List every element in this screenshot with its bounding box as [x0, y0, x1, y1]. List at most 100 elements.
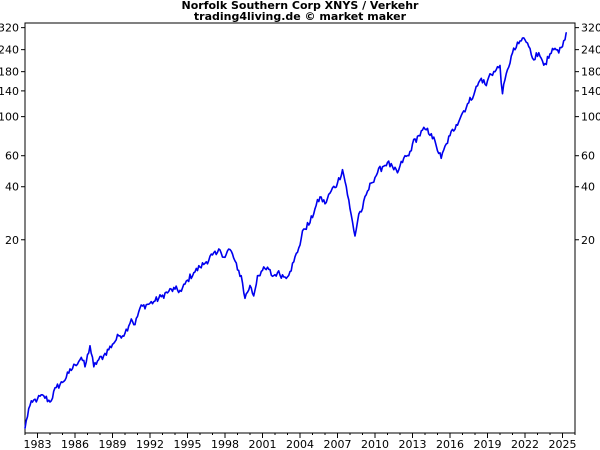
data-point: [244, 297, 246, 299]
data-point: [370, 182, 372, 184]
data-point: [424, 128, 426, 130]
data-point: [558, 52, 560, 54]
data-point: [330, 190, 332, 192]
data-point: [376, 172, 379, 174]
data-point: [499, 64, 501, 67]
data-point: [430, 133, 432, 135]
data-point: [289, 271, 291, 273]
data-point: [134, 324, 136, 326]
x-tick-label-2004: 2004: [286, 438, 314, 450]
data-point: [501, 93, 504, 95]
data-point: [345, 186, 347, 188]
data-point: [449, 135, 451, 137]
data-point: [231, 253, 234, 255]
data-point: [435, 145, 437, 147]
data-point: [236, 269, 239, 271]
y-tick-label-right-240: 240: [581, 44, 600, 57]
data-point: [298, 247, 300, 249]
chart-subtitle: trading4living.de © market maker: [193, 10, 407, 23]
data-point: [219, 249, 221, 251]
data-point: [43, 395, 45, 397]
data-point: [474, 90, 476, 92]
data-point: [324, 203, 326, 205]
data-point: [553, 49, 555, 51]
data-point: [276, 272, 279, 274]
data-point: [565, 31, 567, 34]
data-point: [199, 266, 201, 268]
data-point: [293, 261, 295, 263]
data-point: [180, 290, 182, 292]
x-tick-label-2001: 2001: [249, 438, 277, 450]
data-point: [61, 381, 64, 383]
data-point: [511, 52, 514, 54]
data-point: [93, 366, 95, 368]
x-tick-label-1998: 1998: [211, 438, 239, 450]
data-point: [535, 52, 537, 54]
data-point: [408, 155, 410, 157]
data-point: [494, 71, 496, 73]
data-point: [533, 59, 535, 61]
data-point: [49, 401, 51, 403]
data-point: [341, 169, 344, 171]
data-point: [130, 318, 132, 320]
data-point: [261, 269, 264, 271]
data-point: [544, 63, 546, 65]
y-tick-label-left-40: 40: [5, 181, 19, 194]
data-point: [96, 360, 99, 362]
data-point: [523, 37, 525, 39]
data-point: [284, 276, 286, 278]
data-point: [411, 143, 414, 145]
data-point: [489, 73, 491, 75]
y-tick-label-right-140: 140: [581, 85, 600, 98]
data-point: [349, 208, 351, 210]
data-point: [468, 102, 470, 104]
price-series-line: [24, 32, 567, 429]
data-point: [193, 272, 195, 274]
chart-title: Norfolk Southern Corp XNYS / Verkehr: [181, 0, 419, 12]
x-tick-label-1995: 1995: [174, 438, 202, 450]
data-point: [103, 355, 105, 357]
data-point: [68, 372, 70, 374]
x-tick-label-2019: 2019: [474, 438, 502, 450]
x-tick-label-2022: 2022: [511, 438, 539, 450]
data-point: [336, 182, 339, 184]
data-point: [518, 42, 520, 45]
y-tick-label-right-60: 60: [581, 150, 595, 163]
data-point: [160, 296, 162, 298]
data-point: [485, 85, 487, 87]
data-point: [386, 161, 389, 163]
data-point: [84, 366, 86, 368]
y-tick-label-right-100: 100: [581, 111, 600, 124]
data-point: [205, 261, 207, 263]
data-point: [36, 398, 39, 400]
data-point: [319, 196, 321, 198]
data-point: [253, 295, 255, 297]
data-point: [403, 157, 405, 159]
data-point: [358, 213, 360, 215]
data-point: [361, 208, 364, 210]
data-point: [186, 279, 189, 281]
data-point: [548, 57, 550, 59]
data-point: [224, 256, 226, 258]
data-point: [80, 356, 82, 358]
y-tick-label-right-40: 40: [581, 181, 595, 194]
data-point: [365, 194, 367, 196]
data-point: [303, 228, 305, 230]
data-point: [418, 135, 420, 137]
data-point: [393, 169, 395, 171]
data-point: [381, 166, 384, 168]
data-point: [480, 77, 482, 79]
data-point: [118, 335, 120, 337]
data-point: [74, 364, 76, 366]
data-point: [146, 303, 149, 305]
y-tick-label-left-320: 320: [0, 22, 19, 35]
data-point: [111, 343, 114, 345]
data-point: [124, 332, 126, 334]
data-point: [314, 208, 316, 210]
y-tick-label-right-180: 180: [581, 66, 600, 79]
x-tick-label-2013: 2013: [399, 438, 427, 450]
x-tick-label-2016: 2016: [436, 438, 464, 450]
data-point: [440, 157, 442, 159]
x-tick-label-1989: 1989: [99, 438, 127, 450]
data-point: [215, 253, 217, 256]
